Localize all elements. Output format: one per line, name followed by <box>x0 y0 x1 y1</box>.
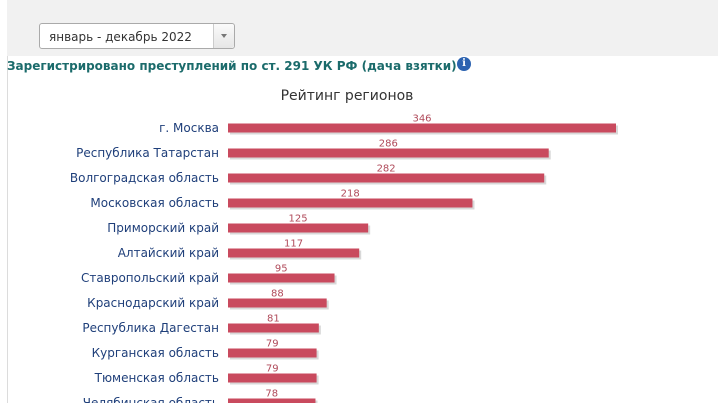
bar-value-label: 117 <box>284 239 303 250</box>
category-label: г. Москва <box>159 121 219 135</box>
bar[interactable] <box>228 173 545 183</box>
category-label: Республика Дагестан <box>82 321 219 335</box>
bar-group: г. Москва 346 Республика Татарстан 286 Волго… <box>70 114 618 403</box>
info-icon[interactable]: i <box>457 57 471 71</box>
bar[interactable] <box>228 348 317 358</box>
bar-value-label: 79 <box>266 339 279 350</box>
bar[interactable] <box>228 198 473 208</box>
category-label: Краснодарский край <box>87 296 219 310</box>
bar-value-label: 81 <box>267 314 280 325</box>
bar-value-label: 78 <box>265 389 278 400</box>
bar-value-label: 125 <box>289 214 308 225</box>
content-divider <box>7 56 8 403</box>
chart-title: Рейтинг регионов <box>281 88 414 104</box>
bar[interactable] <box>228 123 616 133</box>
dropdown-button[interactable] <box>213 24 234 48</box>
bar-value-label: 88 <box>271 289 284 300</box>
category-label: Алтайский край <box>118 246 219 260</box>
bar[interactable] <box>228 323 319 333</box>
bar-value-label: 95 <box>275 264 288 275</box>
category-label: Тюменская область <box>94 371 219 385</box>
category-label: Курганская область <box>92 346 219 360</box>
bar[interactable] <box>228 248 360 258</box>
bar-value-label: 218 <box>341 189 360 200</box>
bar[interactable] <box>228 373 317 383</box>
bar[interactable] <box>228 273 335 283</box>
bar[interactable] <box>228 223 369 233</box>
chevron-down-icon <box>221 34 227 38</box>
page-title: Зарегистрировано преступлений по ст. 291… <box>7 59 457 73</box>
bar-value-label: 79 <box>266 364 279 375</box>
category-label: Приморский край <box>107 221 219 235</box>
category-label: Республика Татарстан <box>76 146 219 160</box>
period-select-value: январь - декабрь 2022 <box>49 30 192 44</box>
category-label: Ставропольский край <box>81 271 219 285</box>
bar-value-label: 286 <box>379 139 398 150</box>
bar[interactable] <box>228 298 327 308</box>
category-label: Волгоградская область <box>70 171 219 185</box>
category-label: Московская область <box>90 196 219 210</box>
bar[interactable] <box>228 148 549 158</box>
bar-value-label: 346 <box>412 114 431 125</box>
period-select[interactable]: январь - декабрь 2022 <box>39 23 235 49</box>
category-label: Челябинская область <box>83 396 219 403</box>
bar-value-label: 282 <box>377 164 396 175</box>
bar[interactable] <box>228 398 316 403</box>
